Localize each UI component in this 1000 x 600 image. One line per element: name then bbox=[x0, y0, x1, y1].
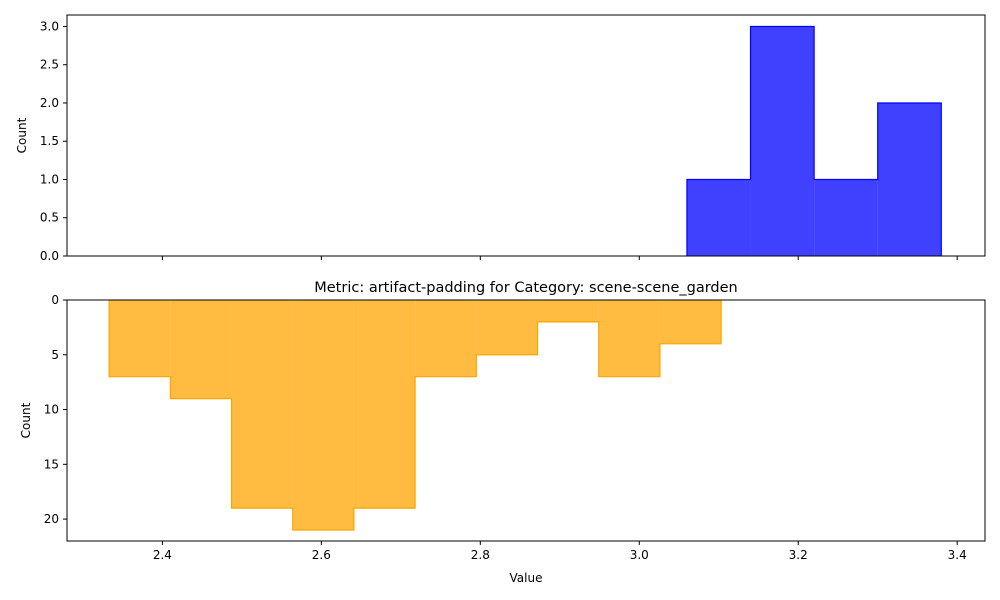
bottom-x-axis-label: Value bbox=[510, 571, 543, 585]
top-histogram-bars bbox=[686, 26, 942, 256]
top-histogram-bar bbox=[686, 179, 751, 256]
top-y-tick-label: 2.5 bbox=[40, 58, 59, 72]
bottom-histogram-panel: 2.4 2.6 2.8 3.0 3.2 3.4 0 5 10 15 20 Metric: arti… bbox=[19, 280, 986, 585]
top-histogram-outline bbox=[686, 25, 942, 256]
bottom-x-ticks: 2.4 2.6 2.8 3.0 3.2 3.4 bbox=[153, 541, 967, 562]
bottom-histogram-bars bbox=[109, 300, 722, 531]
top-y-ticks: 0.0 0.5 1.0 1.5 2.0 2.5 3.0 bbox=[40, 19, 67, 263]
top-y-tick-label: 3.0 bbox=[40, 19, 59, 33]
bottom-x-tick-label: 2.8 bbox=[471, 548, 490, 562]
bottom-histogram-bar bbox=[476, 300, 538, 355]
top-y-tick-label: 0.0 bbox=[40, 249, 59, 263]
bottom-histogram-bar bbox=[170, 300, 232, 399]
bottom-y-tick-label: 20 bbox=[44, 512, 59, 526]
bottom-x-tick-label: 3.4 bbox=[948, 548, 967, 562]
bottom-axes-frame bbox=[66, 299, 986, 542]
bottom-histogram-bar bbox=[109, 300, 171, 377]
bottom-y-tick-label: 15 bbox=[44, 457, 59, 471]
bottom-x-tick-label: 2.4 bbox=[153, 548, 172, 562]
top-y-tick-label: 2.0 bbox=[40, 96, 59, 110]
bottom-histogram-bar bbox=[415, 300, 477, 377]
top-histogram-bar bbox=[750, 26, 815, 256]
bottom-y-axis-label: Count bbox=[19, 402, 33, 438]
top-y-axis-label: Count bbox=[15, 117, 29, 153]
bottom-histogram-bar bbox=[659, 300, 722, 344]
bottom-histogram-outline bbox=[108, 300, 722, 531]
bottom-histogram-bar bbox=[537, 300, 599, 322]
bottom-histogram-bar bbox=[292, 300, 354, 531]
bottom-chart-title: Metric: artifact-padding for Category: s… bbox=[314, 280, 737, 296]
top-y-tick-label: 0.5 bbox=[40, 211, 59, 225]
top-y-tick-label: 1.0 bbox=[40, 172, 59, 186]
bottom-y-tick-label: 10 bbox=[44, 403, 59, 417]
top-axes-frame bbox=[66, 14, 986, 257]
top-histogram-panel: 0.0 0.5 1.0 1.5 2.0 2.5 3.0 Count bbox=[15, 14, 986, 263]
bottom-histogram-bar bbox=[353, 300, 416, 509]
top-y-tick-label: 1.5 bbox=[40, 134, 59, 148]
bottom-x-tick-label: 2.6 bbox=[312, 548, 331, 562]
bottom-y-tick-label: 0 bbox=[51, 293, 59, 307]
top-x-ticks bbox=[161, 256, 958, 260]
bottom-histogram-bar bbox=[598, 300, 660, 377]
bottom-y-tick-label: 5 bbox=[51, 348, 59, 362]
top-histogram-bar bbox=[877, 102, 942, 256]
bottom-x-tick-label: 3.2 bbox=[789, 548, 808, 562]
bottom-x-tick-label: 3.0 bbox=[630, 548, 649, 562]
bottom-histogram-bar bbox=[231, 300, 293, 509]
top-histogram-bar bbox=[814, 179, 878, 256]
bottom-y-ticks: 0 5 10 15 20 bbox=[44, 293, 67, 526]
